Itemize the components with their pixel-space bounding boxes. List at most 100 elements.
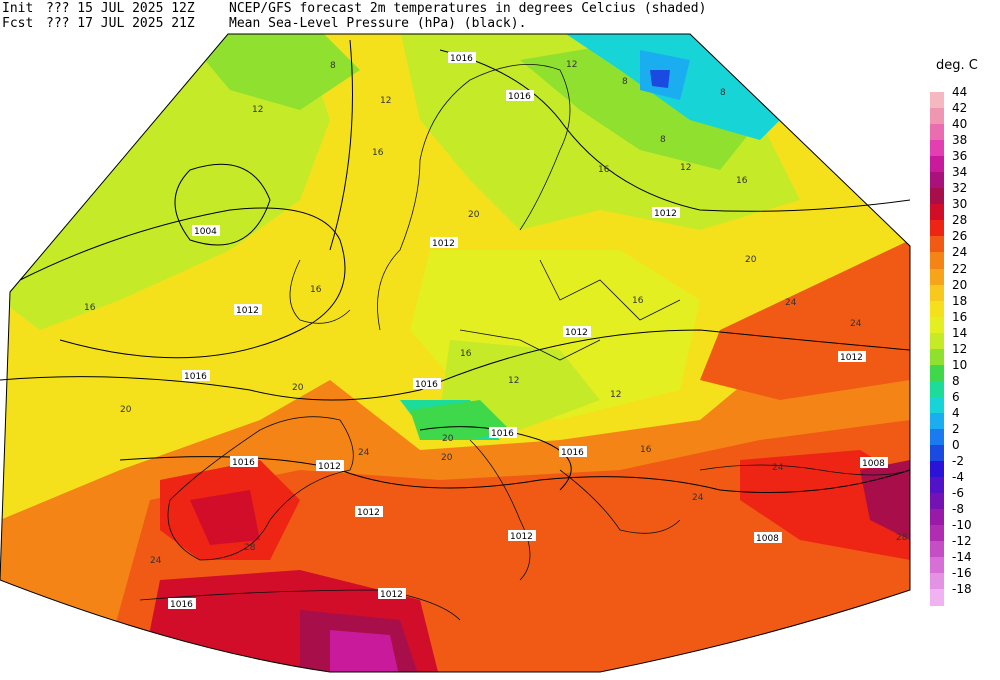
legend-swatch: [930, 108, 944, 125]
legend-entry: 22: [930, 262, 1000, 285]
temperature-label: 28: [896, 533, 908, 543]
legend-entry: -8: [930, 502, 1000, 526]
svg-text:1016: 1016: [184, 372, 207, 382]
legend-label: 28: [952, 213, 968, 228]
temperature-label: 12: [610, 390, 621, 400]
temperature-label: 24: [692, 493, 704, 503]
pressure-label: 1012: [355, 506, 383, 518]
coastlines: [139, 64, 911, 621]
legend-title: deg. C: [936, 58, 978, 73]
legend-label: 38: [952, 133, 968, 148]
legend-swatch: [930, 396, 944, 413]
legend-swatch: [930, 220, 944, 237]
legend-entry: -18: [930, 582, 1000, 606]
temperature-label: 12: [252, 105, 263, 115]
legend-entry: 34: [930, 165, 1000, 189]
legend-entry: -4: [930, 470, 1000, 494]
svg-text:1012: 1012: [432, 239, 455, 249]
legend-label: -18: [952, 582, 972, 597]
pressure-label: 1012: [430, 237, 458, 249]
legend-entry: 40: [930, 117, 1000, 141]
legend-swatch: [930, 316, 944, 333]
isobars: [0, 39, 911, 493]
legend-swatch: [930, 380, 944, 397]
legend-entry: 10: [930, 358, 1000, 381]
legend-swatch: [930, 92, 944, 109]
legend-swatch: [930, 412, 944, 429]
legend-label: -8: [952, 502, 964, 517]
legend-swatch: [930, 188, 944, 205]
legend-label: 16: [952, 309, 968, 324]
temperature-label: 28: [244, 543, 256, 553]
svg-text:1016: 1016: [415, 380, 438, 390]
legend-label: 2: [952, 421, 960, 436]
svg-text:1016: 1016: [561, 448, 584, 458]
pressure-labels: 1016 1016 1012 1004 1012 1012 1016 1016 …: [168, 52, 888, 610]
legend-entry: 8: [930, 374, 1000, 397]
legend-label: 4: [952, 405, 960, 420]
legend-label: 24: [952, 245, 968, 260]
legend-entry: 6: [930, 390, 1000, 413]
legend-label: 32: [952, 181, 968, 196]
temperature-map: 1016 1016 1012 1004 1012 1012 1016 1016 …: [0, 33, 911, 673]
legend-label: 6: [952, 389, 960, 404]
legend-entry: 42: [930, 101, 1000, 125]
temperature-label: 24: [850, 319, 862, 329]
legend-swatch: [930, 172, 944, 189]
svg-text:1012: 1012: [654, 209, 677, 219]
pressure-label: 1016: [182, 370, 210, 382]
svg-text:1016: 1016: [491, 429, 514, 439]
temperature-label: 20: [120, 405, 132, 415]
temperature-shading: [0, 34, 910, 672]
legend-entry: 28: [930, 213, 1000, 237]
init-value: ??? 15 JUL 2025 12Z: [46, 1, 195, 16]
fcst-label: Fcst: [2, 16, 34, 31]
legend-label: 44: [952, 85, 968, 99]
legend-swatch: [930, 348, 944, 365]
legend-swatch: [930, 252, 944, 269]
temperature-label: 20: [442, 434, 454, 444]
legend-label: 36: [952, 149, 968, 164]
legend-label: 10: [952, 357, 968, 372]
legend-label: 0: [952, 438, 960, 453]
legend-label: 18: [952, 293, 968, 308]
temperature-label: 24: [358, 448, 370, 458]
legend-label: 26: [952, 229, 968, 244]
legend-label: 14: [952, 325, 968, 340]
temperature-label: 16: [598, 165, 610, 175]
legend-entry: 16: [930, 310, 1000, 333]
pressure-label: 1012: [234, 304, 262, 316]
legend-entry: 20: [930, 278, 1000, 301]
temperature-label: 12: [566, 60, 577, 70]
legend-swatch: [930, 541, 944, 558]
color-legend: 44 42 40 38 36 34 32 30 28 26 24 22 20 18 16 14 12 10 8 6 4 2…: [930, 85, 1000, 606]
legend-label: -6: [952, 486, 964, 501]
pressure-label: 1008: [860, 457, 888, 469]
fcst-value: ??? 17 JUL 2025 21Z: [46, 16, 195, 31]
svg-text:1012: 1012: [236, 306, 259, 316]
legend-entry: 18: [930, 294, 1000, 317]
svg-text:1012: 1012: [840, 353, 863, 363]
temperature-label: 12: [508, 376, 519, 386]
legend-entry: 12: [930, 342, 1000, 365]
legend-swatch: [930, 525, 944, 542]
legend-entry: 38: [930, 133, 1000, 157]
legend-label: 34: [952, 165, 968, 180]
temperature-label: 16: [736, 176, 748, 186]
legend-swatch: [930, 300, 944, 317]
legend-entry: 30: [930, 197, 1000, 221]
legend-swatch: [930, 573, 944, 590]
legend-swatch: [930, 428, 944, 446]
legend-label: -14: [952, 550, 972, 565]
svg-text:1012: 1012: [380, 590, 403, 600]
legend-swatch: [930, 509, 944, 526]
temperature-label: 8: [622, 77, 628, 87]
legend-swatch: [930, 445, 944, 462]
temperature-label: 24: [785, 298, 797, 308]
pressure-label: 1004: [192, 225, 220, 237]
svg-text:1016: 1016: [232, 458, 255, 468]
legend-swatch: [930, 589, 944, 606]
legend-swatch: [930, 557, 944, 574]
pressure-label: 1012: [508, 530, 536, 542]
pressure-label: 1012: [652, 207, 680, 219]
